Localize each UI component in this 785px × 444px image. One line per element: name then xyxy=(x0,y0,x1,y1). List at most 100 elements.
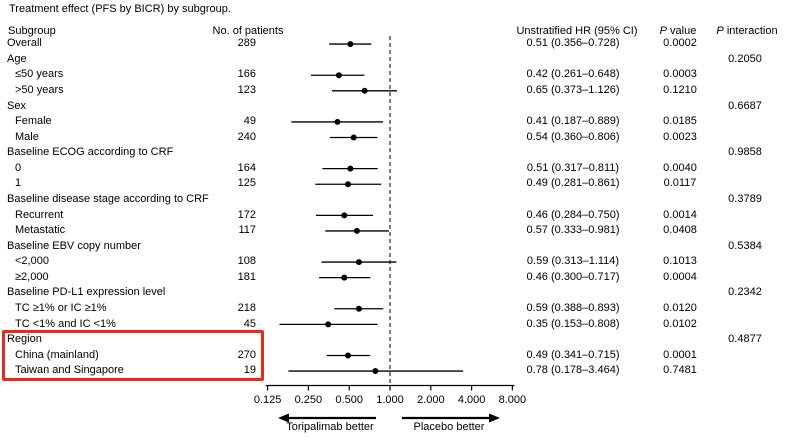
left-arrowhead-icon xyxy=(278,413,289,423)
x-tick-label: 0.500 xyxy=(335,394,363,406)
p-value: 0.1013 xyxy=(663,255,697,268)
subgroup-label: Overall xyxy=(7,37,42,50)
subgroup-label: Region xyxy=(7,333,42,346)
table-row: TC <1% and IC <1% 45 0.35 (0.153–0.808) 0.0… xyxy=(0,317,785,333)
p-interaction-value: 0.4877 xyxy=(728,333,762,346)
subgroup-label: Taiwan and Singapore xyxy=(15,364,124,377)
subgroup-label: >50 years xyxy=(15,84,64,96)
patients-count: 164 xyxy=(237,161,256,174)
hr-ci-value: 0.42 (0.261–0.648) xyxy=(526,68,620,81)
col-header-p-interaction: P interaction xyxy=(707,24,785,38)
patients-count: 45 xyxy=(243,317,256,330)
subgroup-label: TC ≥1% or IC ≥1% xyxy=(15,301,107,314)
table-row: Male 240 0.54 (0.360–0.806) 0.0023 xyxy=(0,130,785,146)
hr-point xyxy=(341,274,348,281)
subgroup-label: Male xyxy=(15,130,39,143)
toripalimab-better-label: Toripalimab better xyxy=(286,421,374,433)
p-value: 0.0014 xyxy=(663,208,697,221)
p-value: 0.0040 xyxy=(663,161,697,174)
hr-point xyxy=(335,72,342,79)
hr-point xyxy=(347,41,354,48)
subgroup-label: Sex xyxy=(7,99,26,112)
p-value: 0.0117 xyxy=(663,177,697,190)
table-row: Baseline ECOG according to CRF 0.9858 xyxy=(0,145,785,161)
x-tick-label: 0.125 xyxy=(254,394,282,406)
p-value: 0.1210 xyxy=(663,84,697,96)
hr-point xyxy=(347,165,354,172)
subgroup-label: Baseline disease stage according to CRF xyxy=(7,193,209,205)
table-row: TC ≥1% or IC ≥1% 218 0.59 (0.388–0.893) 0.0… xyxy=(0,301,785,317)
p-value: 0.0185 xyxy=(663,115,697,128)
hr-point xyxy=(355,305,362,312)
hr-point xyxy=(350,134,357,141)
patients-count: 218 xyxy=(237,301,256,314)
table-row: Sex 0.6687 xyxy=(0,99,785,115)
table-row: >50 years 123 0.65 (0.373–1.126) 0.1210 xyxy=(0,83,785,99)
placebo-better-label: Placebo better xyxy=(413,421,485,433)
patients-count: 117 xyxy=(238,224,256,237)
p-value-header-italic-p: P xyxy=(659,25,667,37)
hr-ci-value: 0.35 (0.153–0.808) xyxy=(526,317,620,330)
p-interaction-value: 0.2050 xyxy=(728,52,762,65)
subgroup-label: Baseline PD-L1 expression level xyxy=(7,286,166,299)
hr-ci-value: 0.51 (0.356–0.728) xyxy=(526,37,620,50)
col-header-hr: Unstratified HR (95% CI) xyxy=(516,25,638,37)
subgroup-label: Female xyxy=(15,115,52,128)
hr-point xyxy=(372,368,379,375)
table-row: ≥2,000 181 0.46 (0.300–0.717) 0.0004 xyxy=(0,270,785,286)
subgroup-label: Age xyxy=(7,52,27,65)
p-value-header-rest: value xyxy=(666,25,697,37)
p-interaction-header-italic-p: P xyxy=(716,25,724,37)
p-value: 0.0120 xyxy=(663,301,697,314)
table-row: Age 0.2050 xyxy=(0,52,785,68)
p-interaction-value: 0.6687 xyxy=(728,99,762,112)
hr-ci-value: 0.57 (0.333–0.981) xyxy=(526,224,620,237)
table-row: Baseline disease stage according to CRF 0… xyxy=(0,192,785,208)
p-value: 0.7481 xyxy=(663,364,697,377)
subgroup-label: Metastatic xyxy=(15,224,66,237)
subgroup-label: Baseline ECOG according to CRF xyxy=(7,146,174,159)
patients-count: 172 xyxy=(237,208,256,221)
p-interaction-header-rest: interaction xyxy=(723,25,778,37)
subgroup-label: TC <1% and IC <1% xyxy=(15,317,116,330)
hr-ci-value: 0.59 (0.388–0.893) xyxy=(526,301,620,314)
table-row: Baseline PD-L1 expression level 0.2342 xyxy=(0,285,785,301)
table-row: Overall 289 0.51 (0.356–0.728) 0.0002 xyxy=(0,36,785,52)
p-value: 0.0102 xyxy=(663,317,697,330)
table-row: 1 125 0.49 (0.281–0.861) 0.0117 xyxy=(0,176,785,192)
hr-point xyxy=(353,227,360,234)
patients-count: 108 xyxy=(237,255,256,268)
table-row: 0 164 0.51 (0.317–0.811) 0.0040 xyxy=(0,161,785,177)
patients-count: 270 xyxy=(237,348,256,361)
figure-title: Treatment effect (PFS by BICR) by subgro… xyxy=(9,3,231,15)
hr-ci-value: 0.41 (0.187–0.889) xyxy=(526,115,620,128)
hr-ci-value: 0.65 (0.373–1.126) xyxy=(526,84,620,96)
x-tick-label: 2.000 xyxy=(417,394,445,406)
hr-ci-value: 0.49 (0.281–0.861) xyxy=(526,177,620,190)
p-value: 0.0023 xyxy=(663,130,697,143)
table-row: Region 0.4877 xyxy=(0,332,785,348)
hr-ci-value: 0.46 (0.284–0.750) xyxy=(526,208,620,221)
subgroup-label: 0 xyxy=(15,161,22,174)
hr-ci-value: 0.78 (0.178–3.464) xyxy=(526,364,620,377)
subgroup-label: ≥2,000 xyxy=(15,270,49,283)
x-tick-label: 4.000 xyxy=(458,394,486,406)
hr-ci-value: 0.51 (0.317–0.811) xyxy=(526,161,620,174)
table-row: Baseline EBV copy number 0.5384 xyxy=(0,239,785,255)
col-header-patients: No. of patients xyxy=(212,25,284,37)
hr-point xyxy=(361,87,368,94)
hr-ci-value: 0.54 (0.360–0.806) xyxy=(526,130,620,143)
subgroup-label: Baseline EBV copy number xyxy=(7,239,141,252)
table-row: China (mainland) 270 0.49 (0.341–0.715) 0.0… xyxy=(0,348,785,364)
patients-count: 123 xyxy=(237,84,256,96)
p-value: 0.0002 xyxy=(663,37,697,50)
patients-count: 19 xyxy=(243,364,256,377)
subgroup-label: 1 xyxy=(15,177,22,190)
patients-count: 166 xyxy=(237,68,256,81)
p-interaction-value: 0.2342 xyxy=(728,286,762,299)
patients-count: 181 xyxy=(237,270,256,283)
hr-ci-value: 0.59 (0.313–1.114) xyxy=(526,255,620,268)
hr-ci-value: 0.49 (0.341–0.715) xyxy=(526,348,620,361)
p-value: 0.0408 xyxy=(663,224,697,237)
